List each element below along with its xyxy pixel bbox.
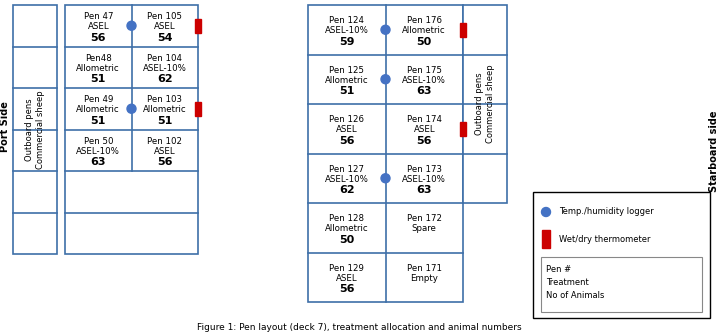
Text: Pen 128: Pen 128 <box>330 214 364 223</box>
Text: Pen 105: Pen 105 <box>147 12 182 21</box>
Text: 56: 56 <box>90 33 106 43</box>
Text: ASEL-10%: ASEL-10% <box>143 64 187 73</box>
Text: Outboard pens
Commercial sheep: Outboard pens Commercial sheep <box>25 90 45 169</box>
Text: Pen 127: Pen 127 <box>330 165 364 174</box>
Text: Empty: Empty <box>410 274 438 283</box>
Bar <box>195 102 201 116</box>
Circle shape <box>541 208 551 216</box>
Text: 56: 56 <box>416 136 432 146</box>
Text: 50: 50 <box>416 37 432 47</box>
Text: Wet/dry thermometer: Wet/dry thermometer <box>559 235 651 244</box>
Text: 63: 63 <box>90 157 106 167</box>
Text: 56: 56 <box>339 284 355 294</box>
Text: ASEL: ASEL <box>88 22 109 31</box>
Text: Allometric: Allometric <box>325 224 368 233</box>
Text: Allometric: Allometric <box>76 64 120 73</box>
Text: Pen 126: Pen 126 <box>330 115 364 124</box>
Text: Pen 129: Pen 129 <box>330 264 364 273</box>
Circle shape <box>127 21 136 30</box>
Text: Pen 171: Pen 171 <box>407 264 442 273</box>
Bar <box>463 5 507 203</box>
Bar <box>460 23 466 37</box>
Text: Allometric: Allometric <box>402 26 446 35</box>
Text: Pen 174: Pen 174 <box>407 115 442 124</box>
Text: ASEL-10%: ASEL-10% <box>325 26 368 35</box>
Text: Pen 172: Pen 172 <box>407 214 442 223</box>
Text: Allometric: Allometric <box>325 76 368 85</box>
Text: 51: 51 <box>90 116 106 126</box>
Text: Pen 50: Pen 50 <box>83 137 113 146</box>
Text: ASEL: ASEL <box>414 125 435 134</box>
Text: 62: 62 <box>339 185 355 195</box>
Text: Figure 1: Pen layout (deck 7), treatment allocation and animal numbers: Figure 1: Pen layout (deck 7), treatment… <box>197 323 521 332</box>
Text: Port Side: Port Side <box>0 101 10 153</box>
Bar <box>542 230 550 248</box>
Text: Pen #
Treatment
No of Animals: Pen # Treatment No of Animals <box>546 265 605 300</box>
Bar <box>533 192 710 318</box>
Text: ASEL: ASEL <box>154 22 176 31</box>
Text: ASEL-10%: ASEL-10% <box>402 175 446 184</box>
Text: 54: 54 <box>157 33 172 43</box>
Text: ASEL: ASEL <box>336 274 358 283</box>
Text: 51: 51 <box>339 86 355 96</box>
Text: 62: 62 <box>157 74 172 84</box>
Text: 56: 56 <box>157 157 172 167</box>
Text: Temp./humidity logger: Temp./humidity logger <box>559 208 654 216</box>
Bar <box>460 122 466 136</box>
Text: 51: 51 <box>157 116 172 126</box>
Circle shape <box>381 75 390 84</box>
Text: Starboard side: Starboard side <box>709 110 718 192</box>
Text: ASEL-10%: ASEL-10% <box>325 175 368 184</box>
Text: ASEL: ASEL <box>336 125 358 134</box>
Text: Pen 102: Pen 102 <box>147 137 182 146</box>
Text: 51: 51 <box>90 74 106 84</box>
Text: 56: 56 <box>339 136 355 146</box>
Text: 50: 50 <box>339 235 355 245</box>
Text: Pen 49: Pen 49 <box>83 95 113 104</box>
Text: Pen 173: Pen 173 <box>407 165 442 174</box>
Text: Pen 176: Pen 176 <box>407 16 442 25</box>
Text: 63: 63 <box>416 185 432 195</box>
Text: ASEL: ASEL <box>154 147 176 156</box>
Text: Pen 175: Pen 175 <box>407 66 442 75</box>
Text: Outboard pens
Commercial sheep: Outboard pens Commercial sheep <box>475 65 495 143</box>
Bar <box>195 19 201 33</box>
Text: Spare: Spare <box>412 224 437 233</box>
Text: ASEL-10%: ASEL-10% <box>402 76 446 85</box>
Text: 59: 59 <box>339 37 355 47</box>
Text: Allometric: Allometric <box>76 105 120 114</box>
Text: Pen 47: Pen 47 <box>83 12 113 21</box>
Text: ASEL-10%: ASEL-10% <box>76 147 120 156</box>
Circle shape <box>127 104 136 113</box>
Bar <box>65 5 198 254</box>
Text: Pen 124: Pen 124 <box>330 16 364 25</box>
Circle shape <box>381 25 390 34</box>
Text: 63: 63 <box>416 86 432 96</box>
Bar <box>541 257 702 312</box>
Text: Pen48: Pen48 <box>85 54 111 63</box>
Text: Pen 103: Pen 103 <box>147 95 182 104</box>
Circle shape <box>381 174 390 183</box>
Bar <box>308 5 463 302</box>
Bar <box>13 5 57 254</box>
Text: Allometric: Allometric <box>143 105 187 114</box>
Text: Pen 104: Pen 104 <box>147 54 182 63</box>
Text: Pen 125: Pen 125 <box>330 66 364 75</box>
